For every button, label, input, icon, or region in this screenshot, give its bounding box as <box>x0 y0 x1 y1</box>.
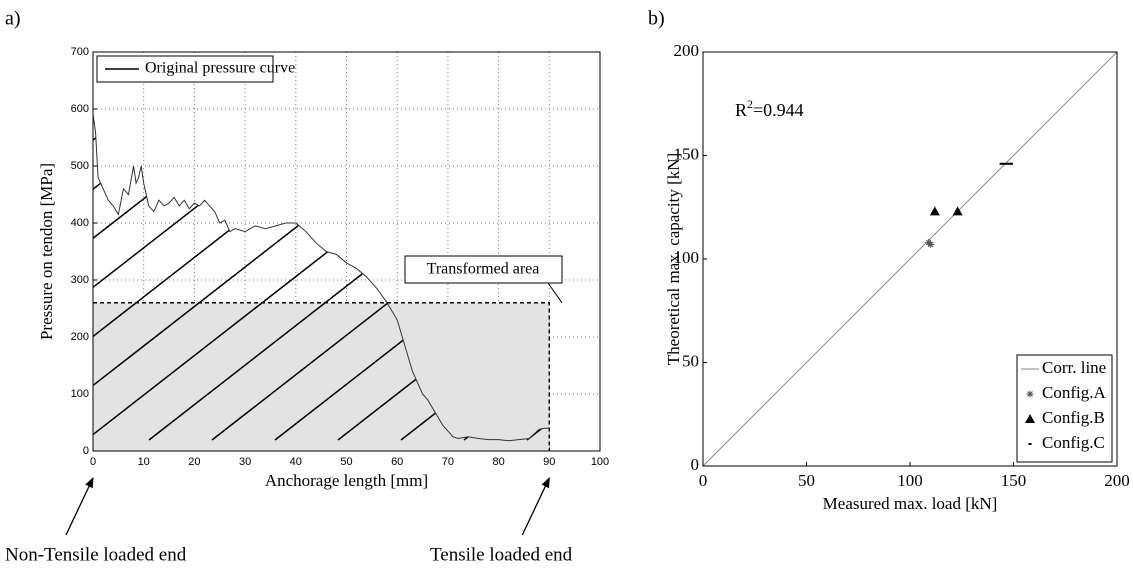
y-tick-label: 200 <box>674 41 700 60</box>
plot-frame <box>92 51 601 452</box>
panel-label: b) <box>648 8 665 30</box>
legend-box <box>1016 354 1113 463</box>
hatch-line <box>93 114 405 441</box>
x-tick-label: 50 <box>798 471 815 490</box>
y-tick-label: 300 <box>71 274 89 286</box>
area-label-box <box>404 255 563 284</box>
annotation-arrow <box>65 477 94 536</box>
r-squared-base: R <box>735 100 747 120</box>
x-tick-label: 50 <box>340 456 352 468</box>
x-tick-label: 0 <box>90 456 96 468</box>
legend-symbol <box>1026 390 1034 398</box>
point <box>1005 162 1009 165</box>
point <box>952 206 963 216</box>
legend-label: Original pressure curve <box>145 60 295 77</box>
x-tick-label: 20 <box>188 456 200 468</box>
point <box>999 162 1003 165</box>
point <box>1001 162 1005 165</box>
x-tick-label: 10 <box>138 456 150 468</box>
x-axis-label: Anchorage length [mm] <box>265 471 428 490</box>
x-tick-label: 70 <box>442 456 454 468</box>
hatch-line <box>274 114 550 441</box>
area-leader <box>547 282 563 304</box>
y-tick-label: 200 <box>71 331 89 343</box>
legend-symbol <box>1028 443 1032 445</box>
point <box>929 206 940 216</box>
point <box>1009 162 1013 165</box>
y-axis-label: Pressure on tendon [MPa] <box>37 163 56 340</box>
pressure-curve <box>92 114 550 442</box>
y-tick-label: 600 <box>71 103 89 115</box>
r-squared-sup: 2 <box>747 97 753 111</box>
legend-symbol <box>1025 414 1035 423</box>
legend-label: Corr. line <box>1042 358 1106 377</box>
plot-frame <box>702 51 1118 467</box>
r-squared: R2=0.944 <box>735 97 804 120</box>
annotation: Non-Tensile loaded end <box>5 544 187 565</box>
hatch-line <box>93 114 468 441</box>
y-tick-label: 400 <box>71 217 89 229</box>
y-tick-label: 100 <box>71 388 89 400</box>
point <box>1007 162 1011 165</box>
area-label: Transformed area <box>427 261 540 278</box>
point <box>1003 162 1007 165</box>
panel-label: a) <box>5 8 21 30</box>
y-tick-label: 500 <box>71 160 89 172</box>
area-border <box>93 302 551 451</box>
y-tick-label: 150 <box>674 144 700 163</box>
x-tick-label: 60 <box>391 456 403 468</box>
y-tick-label: 700 <box>71 46 89 58</box>
x-tick-label: 100 <box>591 456 609 468</box>
r-squared-value: =0.944 <box>753 100 804 120</box>
x-tick-label: 150 <box>1001 471 1027 490</box>
x-axis-label: Measured max. load [kN] <box>823 494 998 513</box>
x-tick-label: 200 <box>1104 471 1130 490</box>
y-axis-label: Theoretical max. capacity [kN] <box>664 153 683 365</box>
x-tick-label: 30 <box>239 456 251 468</box>
legend-label: Config.C <box>1042 433 1105 452</box>
point <box>927 241 935 249</box>
hatch-line <box>0 0 26 440</box>
x-tick-label: 40 <box>290 456 302 468</box>
legend-label: Config.A <box>1042 383 1106 402</box>
y-tick-label: 0 <box>83 445 89 457</box>
corr-line <box>702 51 1118 467</box>
legend-label: Config.B <box>1042 408 1105 427</box>
x-tick-label: 0 <box>699 471 708 490</box>
y-tick-label: 50 <box>682 351 699 370</box>
annotation: Tensile loaded end <box>430 544 573 565</box>
annotation-arrow <box>521 477 550 536</box>
y-tick-label: 0 <box>691 455 700 474</box>
transformed-area <box>93 302 550 451</box>
x-tick-label: 90 <box>543 456 555 468</box>
x-tick-label: 80 <box>492 456 504 468</box>
x-tick-label: 100 <box>897 471 923 490</box>
y-tick-label: 100 <box>674 248 700 267</box>
